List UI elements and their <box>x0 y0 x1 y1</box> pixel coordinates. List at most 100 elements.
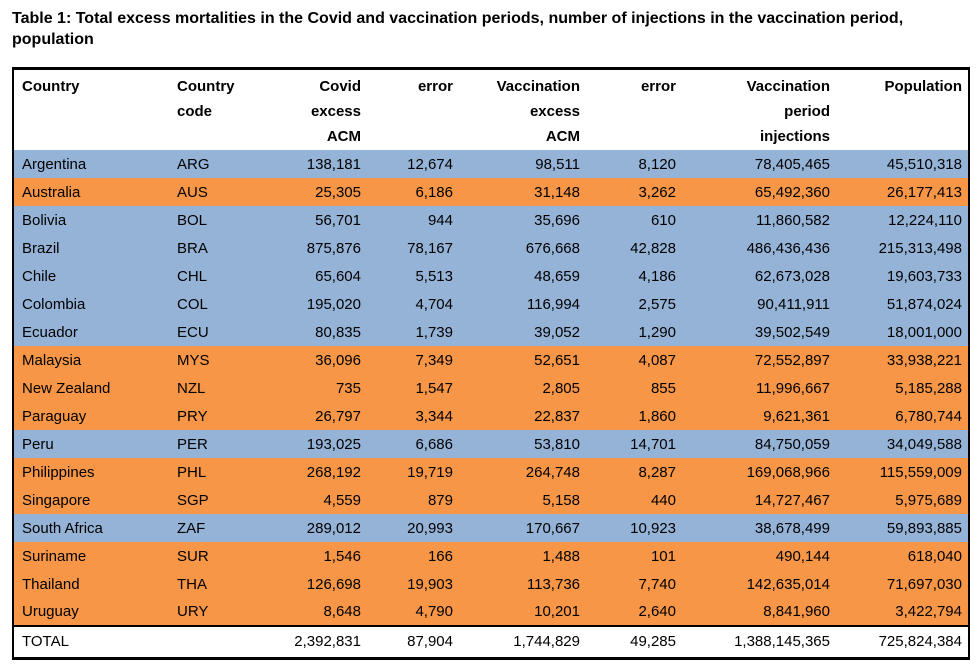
cell-country: Colombia <box>22 295 86 313</box>
cell-vaccination-error: 8,287 <box>638 463 676 481</box>
cell-vaccination-error: 2,640 <box>638 603 676 620</box>
cell-country: Peru <box>22 435 54 453</box>
cell-country: Suriname <box>22 547 87 565</box>
cell-country: Ecuador <box>22 323 78 341</box>
cell-country-code: BOL <box>177 211 208 229</box>
cell-covid-error: 6,186 <box>415 183 453 201</box>
cell-covid-error: 78,167 <box>407 239 453 257</box>
table-row: Thailand THA 126,698 19,903 113,736 7,740 142,… <box>13 570 969 598</box>
column-header-vaccination-excess-acm: Vaccination excess ACM <box>496 78 580 145</box>
mortality-table: Country Country code Covid excess ACM error… <box>12 67 970 660</box>
total-cell-country: TOTAL <box>13 625 169 658</box>
cell-vaccination-error: 610 <box>650 211 676 229</box>
cell-vaccination-error: 1,860 <box>638 407 676 425</box>
cell-country: Brazil <box>22 239 60 257</box>
cell-covid-error: 4,790 <box>415 603 453 620</box>
cell-covid-error: 1,739 <box>415 323 453 341</box>
cell-covid-excess-acm: 195,020 <box>306 295 361 313</box>
table-caption: Table 1: Total excess mortalities in the… <box>12 10 904 48</box>
total-cell-vaccination-error: 49,285 <box>586 625 682 658</box>
cell-population: 71,697,030 <box>886 575 962 593</box>
cell-covid-error: 3,344 <box>415 407 453 425</box>
cell-vaccination-error: 7,740 <box>638 575 676 593</box>
cell-vaccination-period-injections: 78,405,465 <box>754 155 830 173</box>
header-row: Country Country code Covid excess ACM error… <box>13 68 969 150</box>
cell-vaccination-period-injections: 490,144 <box>775 547 830 565</box>
cell-population: 12,224,110 <box>888 211 962 229</box>
cell-country: Philippines <box>22 463 95 481</box>
cell-vaccination-error: 440 <box>650 491 676 509</box>
cell-vaccination-error: 4,087 <box>638 351 676 369</box>
total-cell-country-code <box>169 625 259 658</box>
total-row: TOTAL 2,392,831 87,904 1,744,829 49,285 1,388… <box>13 625 969 658</box>
cell-vaccination-excess-acm: 53,810 <box>534 435 580 453</box>
table-row: Suriname SUR 1,546 166 1,488 101 490,144 618,04… <box>13 542 969 570</box>
column-header-covid-error: error <box>417 78 453 95</box>
table-row: Bolivia BOL 56,701 944 35,696 610 11,860,582 12… <box>13 206 969 234</box>
cell-covid-excess-acm: 138,181 <box>306 155 361 173</box>
cell-vaccination-excess-acm: 98,511 <box>535 155 580 173</box>
table-row: Peru PER 193,025 6,686 53,810 14,701 84,750,05… <box>13 430 969 458</box>
column-header-vaccination-error: error <box>640 78 676 95</box>
cell-population: 115,559,009 <box>879 463 962 481</box>
cell-country-code: SGP <box>177 491 209 509</box>
cell-vaccination-excess-acm: 5,158 <box>542 491 580 509</box>
cell-covid-error: 879 <box>427 491 453 509</box>
cell-vaccination-period-injections: 38,678,499 <box>754 519 830 537</box>
cell-country-code: ECU <box>177 323 209 341</box>
column-header-covid-excess-acm: Covid excess ACM <box>310 78 361 145</box>
cell-vaccination-error: 42,828 <box>630 239 676 257</box>
cell-vaccination-period-injections: 8,841,960 <box>763 603 830 620</box>
cell-vaccination-excess-acm: 676,668 <box>525 239 580 257</box>
cell-country-code: SUR <box>177 547 209 565</box>
cell-vaccination-error: 8,120 <box>638 155 676 173</box>
cell-vaccination-excess-acm: 170,667 <box>525 519 580 537</box>
table-row: Colombia COL 195,020 4,704 116,994 2,575 90,41… <box>13 290 969 318</box>
cell-country-code: PHL <box>177 463 207 481</box>
table-row: Australia AUS 25,305 6,186 31,148 3,262 65,492… <box>13 178 969 206</box>
cell-vaccination-excess-acm: 31,148 <box>534 183 580 201</box>
cell-vaccination-error: 14,701 <box>630 435 676 453</box>
cell-country: Singapore <box>22 491 91 509</box>
cell-covid-error: 20,993 <box>407 519 453 537</box>
cell-population: 19,603,733 <box>886 267 962 285</box>
cell-covid-excess-acm: 26,797 <box>315 407 361 425</box>
cell-covid-error: 5,513 <box>415 267 453 285</box>
cell-covid-excess-acm: 8,648 <box>323 603 361 620</box>
cell-vaccination-period-injections: 84,750,059 <box>754 435 830 453</box>
total-cell-vaccination-period-injections: 1,388,145,365 <box>682 625 836 658</box>
cell-vaccination-excess-acm: 35,696 <box>534 211 580 229</box>
cell-vaccination-excess-acm: 52,651 <box>534 351 580 369</box>
cell-country-code: COL <box>177 295 208 313</box>
cell-country-code: CHL <box>177 267 208 285</box>
total-cell-covid-excess-acm: 2,392,831 <box>259 625 367 658</box>
cell-country: Paraguay <box>22 407 87 425</box>
cell-population: 34,049,588 <box>886 435 962 453</box>
cell-vaccination-period-injections: 11,860,582 <box>756 211 830 229</box>
cell-vaccination-excess-acm: 22,837 <box>534 407 580 425</box>
cell-covid-error: 19,903 <box>407 575 453 593</box>
cell-vaccination-excess-acm: 113,736 <box>526 575 580 593</box>
cell-vaccination-excess-acm: 1,488 <box>542 547 580 565</box>
table-row: Ecuador ECU 80,835 1,739 39,052 1,290 39,502,5… <box>13 318 969 346</box>
cell-population: 26,177,413 <box>886 183 962 201</box>
cell-country: Chile <box>22 267 57 285</box>
cell-population: 6,780,744 <box>895 407 962 425</box>
cell-covid-excess-acm: 56,701 <box>315 211 361 229</box>
cell-vaccination-period-injections: 72,552,897 <box>754 351 830 369</box>
cell-country-code: NZL <box>177 379 206 397</box>
cell-country: Bolivia <box>22 211 67 229</box>
total-cell-vaccination-excess-acm: 1,744,829 <box>459 625 586 658</box>
table-row: Chile CHL 65,604 5,513 48,659 4,186 62,673,028… <box>13 262 969 290</box>
cell-vaccination-excess-acm: 48,659 <box>534 267 580 285</box>
cell-vaccination-period-injections: 169,068,966 <box>746 463 830 481</box>
cell-vaccination-period-injections: 142,635,014 <box>746 575 830 593</box>
cell-vaccination-excess-acm: 10,201 <box>534 603 580 620</box>
cell-vaccination-period-injections: 11,996,667 <box>756 379 830 397</box>
cell-covid-excess-acm: 875,876 <box>306 239 361 257</box>
cell-covid-error: 166 <box>427 547 453 565</box>
column-header-population: Population <box>884 78 963 95</box>
cell-vaccination-period-injections: 62,673,028 <box>754 267 830 285</box>
cell-population: 3,422,794 <box>895 603 962 620</box>
cell-vaccination-period-injections: 90,411,911 <box>757 295 830 313</box>
